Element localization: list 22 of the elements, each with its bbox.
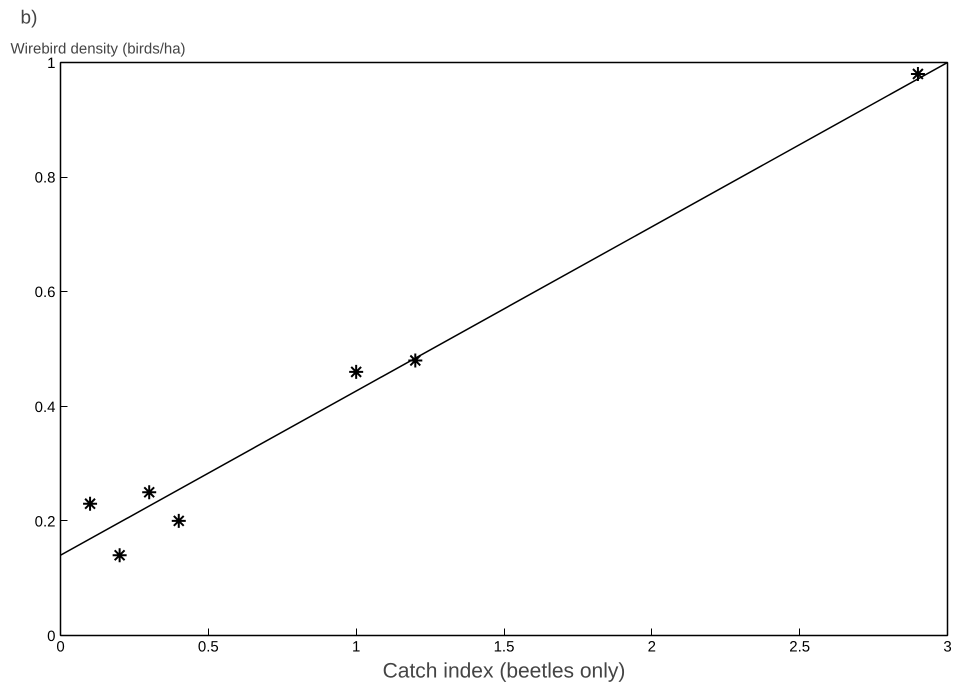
point (348, 364, 364, 380)
x-tick-label: 2.5 (789, 638, 810, 656)
point (910, 66, 926, 82)
x-tick-label: 2 (648, 638, 656, 656)
point (170, 512, 187, 529)
point (82, 496, 98, 512)
y-tick-label: 0.8 (34, 170, 56, 187)
y-tick-label: 0.4 (34, 398, 56, 416)
point (407, 352, 424, 368)
y-tick-label: 0.2 (34, 513, 56, 530)
y-axis-title: Wirebird density (birds/ha) (10, 40, 186, 58)
y-tick-label: 0 (47, 628, 56, 645)
point (112, 547, 128, 564)
y-tick-label: 0.6 (34, 284, 56, 302)
x-tick-label: 1.5 (494, 638, 514, 656)
x-axis-title: Catch index (beetles only) (382, 660, 626, 682)
y-tick-label: 1 (47, 55, 56, 72)
x-tick-label: 3 (943, 638, 952, 656)
chart-title: b) (20, 8, 38, 28)
point (141, 484, 158, 500)
x-tick-label: 0.5 (198, 638, 219, 656)
x-tick-label: 1 (352, 638, 360, 656)
